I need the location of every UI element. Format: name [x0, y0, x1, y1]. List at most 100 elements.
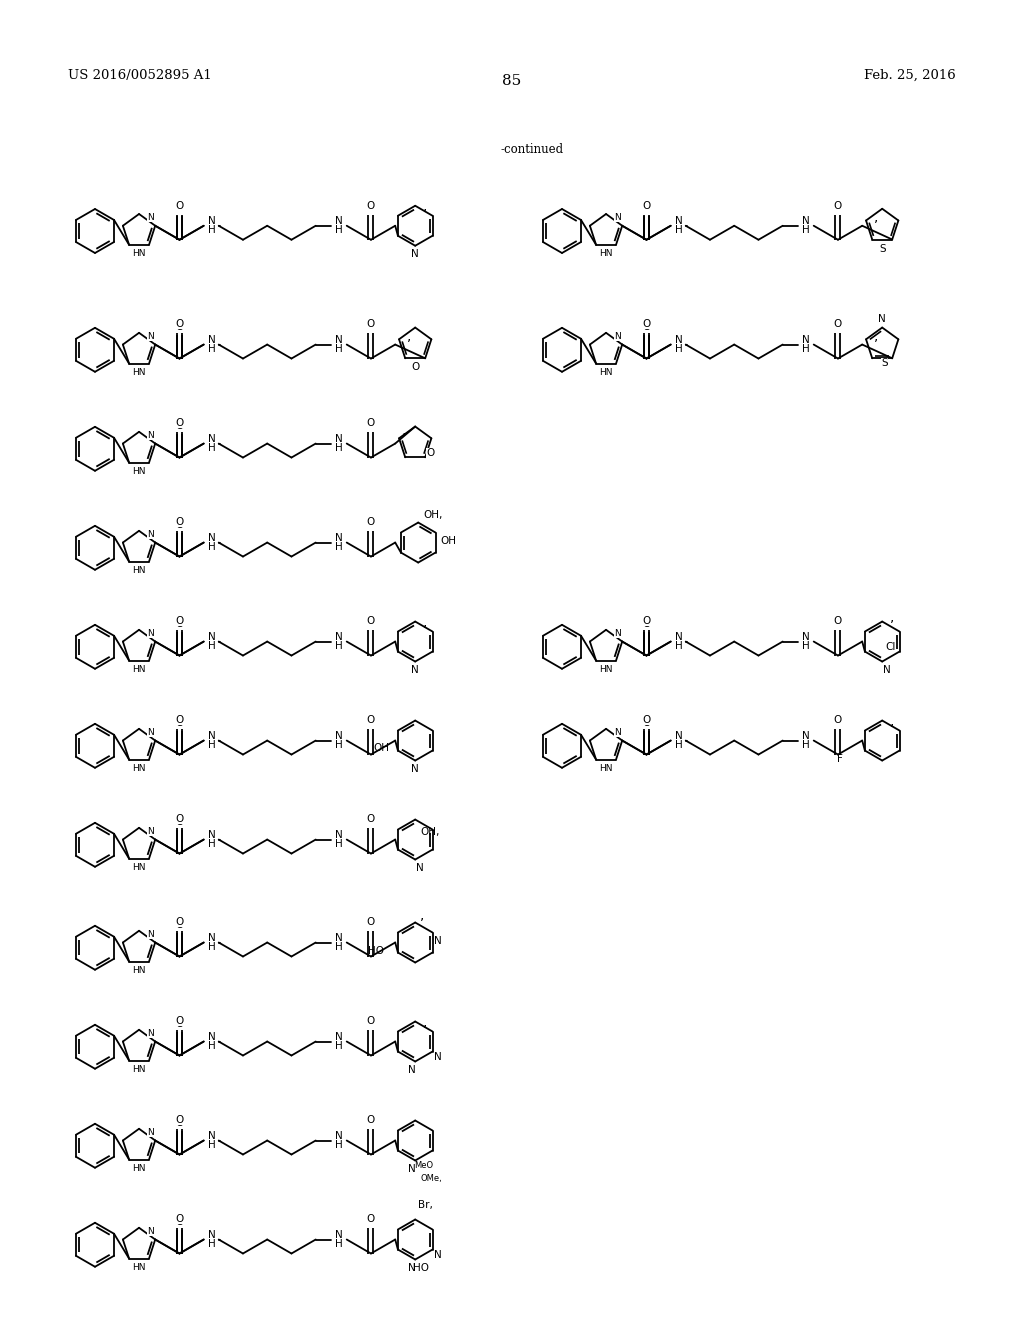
Text: H: H — [675, 343, 683, 354]
Text: N: N — [146, 531, 154, 539]
Text: H: H — [675, 739, 683, 750]
Text: N: N — [208, 932, 216, 942]
Text: H: H — [802, 224, 810, 235]
Text: OMe,: OMe, — [420, 1173, 442, 1183]
Text: N: N — [335, 532, 343, 543]
Text: H: H — [335, 1040, 343, 1051]
Text: N: N — [146, 1129, 154, 1137]
Text: O: O — [367, 517, 375, 528]
Text: N: N — [146, 1030, 154, 1038]
Text: N: N — [335, 1031, 343, 1041]
Text: N: N — [335, 730, 343, 741]
Text: O: O — [642, 616, 650, 627]
Text: HN: HN — [132, 863, 145, 873]
Text: O: O — [367, 1016, 375, 1027]
Text: N: N — [802, 730, 810, 741]
Text: ,: , — [890, 714, 895, 727]
Text: ,: , — [408, 329, 412, 343]
Text: H: H — [335, 343, 343, 354]
Text: H: H — [335, 224, 343, 235]
Text: N: N — [417, 862, 424, 873]
Text: H: H — [208, 1040, 216, 1051]
Text: N: N — [208, 829, 216, 840]
Text: HN: HN — [132, 966, 145, 975]
Text: O: O — [175, 421, 183, 430]
Text: N: N — [208, 1229, 216, 1239]
Text: S: S — [879, 243, 886, 253]
Text: ,: , — [423, 1015, 428, 1028]
Text: O: O — [367, 814, 375, 825]
Text: O: O — [411, 362, 420, 372]
Text: O: O — [834, 319, 842, 330]
Text: N: N — [335, 932, 343, 942]
Text: N: N — [409, 1064, 416, 1074]
Text: N: N — [613, 630, 621, 638]
Text: Br,: Br, — [418, 1200, 433, 1209]
Text: O: O — [175, 322, 183, 331]
Text: O: O — [175, 1115, 183, 1126]
Text: OH: OH — [440, 536, 457, 545]
Text: O: O — [175, 520, 183, 529]
Text: N: N — [208, 532, 216, 543]
Text: N: N — [146, 214, 154, 222]
Text: H: H — [335, 941, 343, 952]
Text: N: N — [146, 333, 154, 341]
Text: O: O — [175, 814, 183, 825]
Text: H: H — [208, 941, 216, 952]
Text: N: N — [675, 334, 683, 345]
Text: ,: , — [874, 210, 879, 224]
Text: N: N — [613, 333, 621, 341]
Text: HN: HN — [132, 249, 145, 259]
Text: Feb. 25, 2016: Feb. 25, 2016 — [864, 69, 956, 82]
Text: O: O — [175, 619, 183, 628]
Text: O: O — [175, 418, 183, 429]
Text: O: O — [175, 1019, 183, 1028]
Text: H: H — [335, 739, 343, 750]
Text: HN: HN — [132, 566, 145, 576]
Text: O: O — [175, 201, 183, 211]
Text: N: N — [208, 433, 216, 444]
Text: 85: 85 — [503, 74, 521, 87]
Text: N: N — [146, 630, 154, 638]
Text: N: N — [412, 248, 419, 259]
Text: F: F — [837, 754, 843, 763]
Text: O: O — [175, 203, 183, 213]
Text: HN: HN — [599, 249, 612, 259]
Text: N: N — [208, 631, 216, 642]
Text: H: H — [208, 442, 216, 453]
Text: O: O — [175, 715, 183, 726]
Text: O: O — [426, 447, 434, 458]
Text: N: N — [208, 1130, 216, 1140]
Text: N: N — [613, 729, 621, 737]
Text: O: O — [175, 616, 183, 627]
Text: H: H — [335, 838, 343, 849]
Text: OH: OH — [373, 743, 389, 752]
Text: H: H — [335, 1139, 343, 1150]
Text: O: O — [642, 718, 650, 727]
Text: N: N — [335, 631, 343, 642]
Text: ,: , — [423, 615, 428, 628]
Text: H: H — [335, 1238, 343, 1249]
Text: O: O — [367, 319, 375, 330]
Text: O: O — [367, 418, 375, 429]
Text: ,: , — [402, 424, 407, 437]
Text: ,: , — [874, 329, 879, 343]
Text: O: O — [834, 616, 842, 627]
Text: HN: HN — [132, 1263, 145, 1272]
Text: N: N — [208, 1031, 216, 1041]
Text: O: O — [367, 917, 375, 928]
Text: O: O — [175, 917, 183, 928]
Text: N: N — [884, 664, 891, 675]
Text: N: N — [146, 729, 154, 737]
Text: N: N — [433, 1250, 441, 1259]
Text: N: N — [412, 664, 419, 675]
Text: HN: HN — [132, 1164, 145, 1173]
Text: O: O — [175, 718, 183, 727]
Text: N: N — [335, 334, 343, 345]
Text: MeO: MeO — [415, 1162, 433, 1170]
Text: HN: HN — [132, 467, 145, 477]
Text: H: H — [802, 739, 810, 750]
Text: N: N — [675, 730, 683, 741]
Text: O: O — [367, 1214, 375, 1225]
Text: H: H — [802, 640, 810, 651]
